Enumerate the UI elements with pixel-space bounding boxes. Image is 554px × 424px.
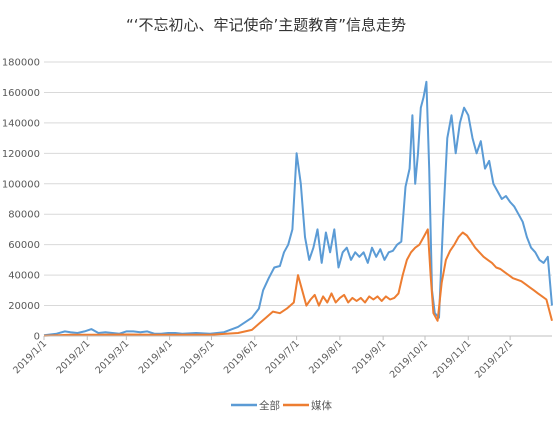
y-tick-label: 140000 <box>2 118 40 129</box>
y-tick-label: 40000 <box>8 271 40 282</box>
y-tick-label: 80000 <box>8 210 40 221</box>
x-tick-label: 2019/5/1 <box>179 338 217 376</box>
y-tick-label: 0 <box>34 332 40 343</box>
x-tick-label: 2019/1/1 <box>11 338 49 376</box>
series-line-all <box>43 80 553 337</box>
y-tick-label: 100000 <box>2 179 40 190</box>
x-tick-label: 2019/9/1 <box>350 338 388 376</box>
x-tick-label: 2019/8/1 <box>307 338 345 376</box>
x-axis-ticks: 2019/1/1 2019/2/1 2019/3/1 2019/4/1 2019/5/1… <box>11 336 515 381</box>
x-tick-label: 2019/7/1 <box>264 338 302 376</box>
legend: 全部 媒体 <box>231 399 332 412</box>
y-tick-label: 180000 <box>2 58 40 69</box>
y-tick-label: 60000 <box>8 240 40 251</box>
legend-label-media: 媒体 <box>311 399 332 412</box>
x-tick-label: 2019/10/1 <box>388 338 430 380</box>
series-line-media <box>43 228 553 337</box>
y-tick-label: 20000 <box>8 301 40 312</box>
x-tick-label: 2019/11/1 <box>431 338 473 380</box>
series-layer <box>43 80 553 337</box>
chart-title: “‘不忘初心、牢记使命’主题教育”信息走势 <box>126 16 406 34</box>
y-tick-label: 160000 <box>2 88 40 99</box>
y-tick-label: 120000 <box>2 149 40 160</box>
x-tick-label: 2019/12/1 <box>473 338 515 380</box>
x-tick-label: 2019/3/1 <box>94 338 132 376</box>
x-tick-label: 2019/4/1 <box>137 338 175 376</box>
gridlines <box>44 61 552 307</box>
legend-label-all: 全部 <box>259 399 280 412</box>
x-tick-label: 2019/6/1 <box>222 338 260 376</box>
y-axis-ticks: 0 20000 40000 60000 80000 100000 120000 140000 1… <box>2 58 40 343</box>
x-tick-label: 2019/2/1 <box>54 338 92 376</box>
